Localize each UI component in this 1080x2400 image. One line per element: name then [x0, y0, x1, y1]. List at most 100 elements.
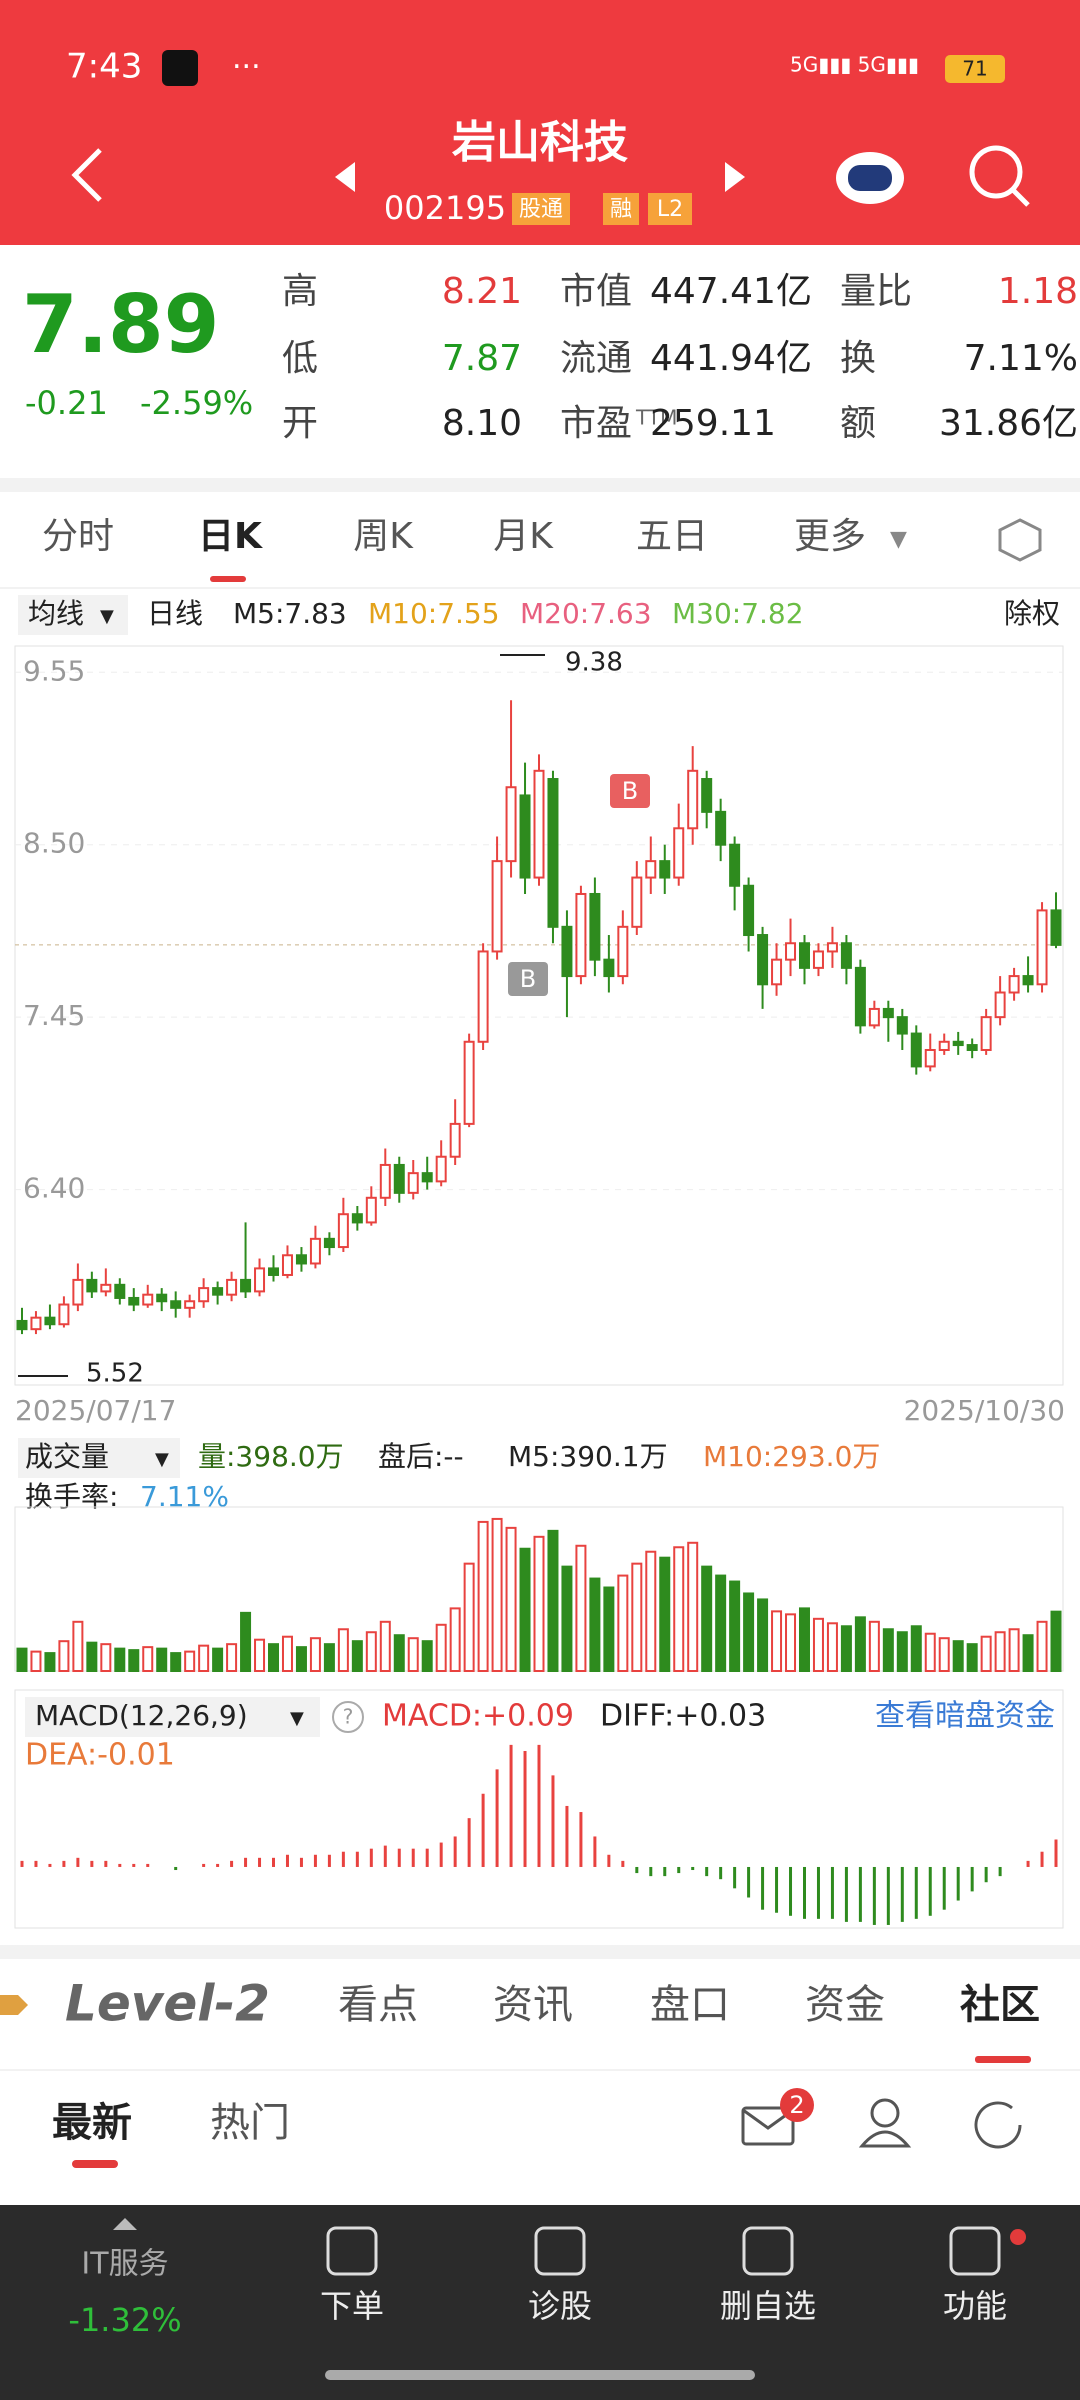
content-tab[interactable]: 盘口	[650, 1982, 730, 2028]
min-label: 5.52	[86, 1359, 144, 1389]
volume-bar	[281, 1635, 293, 1673]
dark-pool-link[interactable]: 查看暗盘资金	[875, 1699, 1055, 1734]
macd-selector[interactable]	[25, 1697, 320, 1737]
volume-bar	[365, 1631, 377, 1672]
candle-body	[617, 925, 629, 978]
volume-bar	[589, 1577, 601, 1672]
candle-body	[519, 794, 531, 879]
period-tab[interactable]: 分时	[42, 516, 114, 557]
volume-selector[interactable]	[18, 1438, 180, 1478]
start-date: 2025/07/17	[15, 1394, 176, 1427]
home-bar	[325, 2370, 755, 2380]
nav-item[interactable]: 诊股	[528, 2287, 592, 2325]
next-stock[interactable]	[725, 162, 745, 192]
settings-icon[interactable]	[998, 518, 1042, 562]
content-tab[interactable]: 资金	[805, 1982, 885, 2028]
volume-bar	[882, 1628, 894, 1672]
candle-body	[882, 1007, 894, 1019]
volume-bar	[393, 1634, 405, 1672]
search-button[interactable]	[969, 145, 1023, 199]
macd-panel	[14, 1689, 1064, 1929]
volume-bar	[938, 1637, 950, 1672]
sector[interactable]: IT服务	[81, 2247, 168, 2282]
badge	[648, 193, 692, 225]
candle-body	[589, 892, 601, 961]
volume-bar	[659, 1556, 671, 1673]
candle-body	[463, 1040, 475, 1125]
stat-label: 换	[840, 338, 876, 379]
stat-value: 447.41亿	[650, 271, 812, 312]
volume-bar	[631, 1562, 643, 1672]
feed-tab[interactable]: 热门	[210, 2100, 290, 2146]
period-tab[interactable]: 日K	[198, 516, 263, 557]
candle-body	[966, 1044, 978, 1051]
candle-body	[477, 950, 489, 1043]
candle-body	[994, 991, 1006, 1019]
volume-selector-text: 成交量	[25, 1440, 109, 1473]
ex-rights[interactable]: 除权	[1004, 597, 1060, 630]
volume-bar	[505, 1526, 517, 1672]
content-tab[interactable]: 社区	[960, 1982, 1040, 2028]
stat-label-sup: TTM	[635, 406, 677, 430]
brand[interactable]: Level-2	[65, 1975, 270, 2033]
stat-value: 8.10	[442, 403, 522, 444]
candle-body	[896, 1016, 908, 1035]
y-tick-label: 9.55	[23, 654, 85, 687]
vol-m5: M5:390.1万	[508, 1440, 668, 1473]
volume-bar	[100, 1643, 112, 1673]
period-tab[interactable]: 更多	[794, 516, 866, 557]
candle-body	[212, 1287, 224, 1296]
refresh-icon[interactable]	[974, 2101, 1022, 2149]
volume-bar	[798, 1607, 810, 1673]
stat-label: 市值	[560, 271, 632, 312]
y-tick-label: 7.45	[23, 999, 85, 1032]
mail-badge	[780, 2088, 814, 2122]
period-tab[interactable]: 月K	[493, 516, 554, 557]
volume-bar	[128, 1649, 140, 1673]
candle-body	[785, 942, 797, 961]
volume-bar	[603, 1586, 615, 1672]
period-tab[interactable]: 周K	[353, 516, 414, 557]
feed-tab[interactable]: 最新	[52, 2100, 132, 2146]
stat-value: 441.94亿	[650, 338, 812, 379]
volume: 量:398.0万	[198, 1440, 344, 1473]
content-tab[interactable]: 看点	[338, 1982, 418, 2028]
stat-label: 低	[282, 338, 318, 379]
profile-body	[858, 2130, 912, 2148]
volume-bar	[771, 1610, 783, 1673]
volume-bar	[407, 1637, 419, 1672]
candle-body	[757, 934, 769, 986]
buy-marker-text: B	[622, 777, 638, 805]
content-tab[interactable]: 资讯	[493, 1982, 573, 2028]
help-icon[interactable]	[332, 1701, 364, 1733]
profile-icon[interactable]	[870, 2098, 900, 2128]
volume-bar	[58, 1640, 70, 1672]
nav-item[interactable]: 功能	[943, 2287, 1007, 2325]
candle-body	[1022, 975, 1034, 986]
volume-bar	[701, 1565, 713, 1672]
mail-icon[interactable]	[741, 2106, 795, 2146]
nav-items: 下单 诊股 删自选 功能	[320, 2226, 1007, 2325]
ma-selector[interactable]	[18, 595, 128, 635]
stat-label: 流通	[560, 338, 632, 379]
candle-body	[826, 942, 838, 953]
candle-body	[673, 827, 685, 879]
volume-bar	[477, 1520, 489, 1672]
prev-stock[interactable]	[335, 162, 355, 192]
candle-body	[771, 958, 783, 986]
candle-body	[1036, 909, 1048, 986]
volume-bar	[114, 1647, 126, 1672]
badge-text: L2	[657, 197, 683, 222]
period-tab[interactable]: 五日	[636, 516, 708, 557]
expand-icon[interactable]	[113, 2218, 137, 2230]
candle-body	[351, 1213, 363, 1224]
nav-item[interactable]: 删自选	[720, 2287, 816, 2325]
candle-body	[323, 1237, 335, 1249]
back-button[interactable]	[71, 148, 102, 202]
volume-bar	[309, 1637, 321, 1672]
volume-bar	[994, 1631, 1006, 1672]
ma20: M20:7.63	[520, 597, 652, 630]
nav-item[interactable]: 下单	[320, 2287, 384, 2325]
